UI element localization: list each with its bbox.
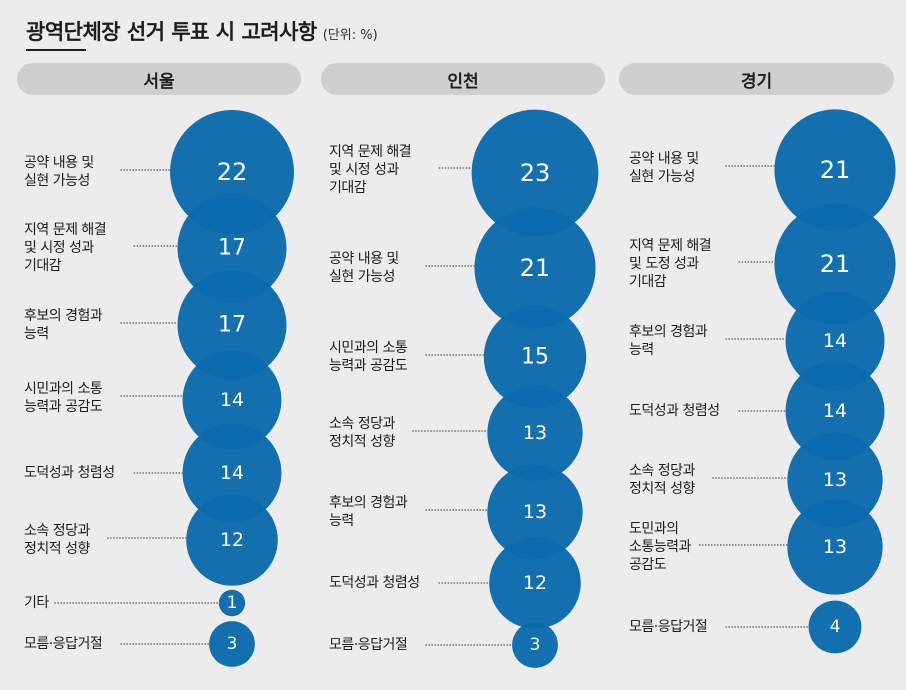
category-label: 지역 문제 해결 및 도정 성과 기대감 xyxy=(629,238,712,290)
bubble-value: 3 xyxy=(227,634,238,654)
category-label: 후보의 경험과 능력 xyxy=(629,324,708,358)
bubble-경기-1 xyxy=(774,203,896,325)
category-label: 시민과의 소통 능력과 공감도 xyxy=(329,340,408,374)
bubble-value: 1 xyxy=(227,593,238,613)
category-label: 도민과의 소통능력과 공감도 xyxy=(629,521,691,573)
bubble-value: 15 xyxy=(521,345,549,370)
bubble-value: 21 xyxy=(520,254,551,282)
category-label: 소속 정당과 정치적 성향 xyxy=(24,523,90,557)
chart-title-row: 광역단체장 선거 투표 시 고려사항 (단위: %) xyxy=(26,16,378,46)
bubble-value: 12 xyxy=(523,572,547,594)
category-label: 지역 문제 해결 및 시정 성과 기대감 xyxy=(329,144,412,196)
bubble-인천-3 xyxy=(487,385,583,481)
bubble-value: 12 xyxy=(220,529,244,551)
bubble-서울-0 xyxy=(170,110,294,234)
title-underline xyxy=(26,49,86,51)
bubble-경기-5 xyxy=(787,499,883,595)
chart-title: 광역단체장 선거 투표 시 고려사항 xyxy=(26,20,317,44)
bubble-경기-2 xyxy=(785,291,885,391)
bubble-서울-2 xyxy=(177,270,287,380)
category-label: 소속 정당과 정치적 성향 xyxy=(329,416,395,450)
bubble-value: 13 xyxy=(823,536,847,558)
category-label: 모름·응답거절 xyxy=(24,636,103,652)
bubble-value: 3 xyxy=(530,635,541,655)
category-label: 모름·응답거절 xyxy=(629,619,708,635)
category-label: 시민과의 소통 능력과 공감도 xyxy=(24,381,103,415)
bubble-경기-0 xyxy=(774,109,896,231)
bubble-인천-2 xyxy=(483,305,587,409)
bubble-인천-6 xyxy=(512,622,558,668)
bubble-value: 21 xyxy=(820,156,851,184)
category-label: 지역 문제 해결 및 시정 성과 기대감 xyxy=(24,222,107,274)
category-label: 공약 내용 및 실현 가능성 xyxy=(24,155,94,189)
bubble-value: 13 xyxy=(823,469,847,491)
bubble-경기-3 xyxy=(785,361,885,461)
category-label: 후보의 경험과 능력 xyxy=(329,495,408,529)
bubble-value: 23 xyxy=(520,159,551,187)
bubble-value: 13 xyxy=(523,422,547,444)
bubble-value: 4 xyxy=(830,617,841,637)
category-label: 기타 xyxy=(24,595,49,611)
bubble-서울-4 xyxy=(182,423,282,523)
bubble-value: 22 xyxy=(217,158,248,186)
bubble-서울-3 xyxy=(182,350,282,450)
bubble-경기-6 xyxy=(808,600,862,654)
category-label: 모름·응답거절 xyxy=(329,637,408,653)
chart-unit: (단위: %) xyxy=(322,28,378,43)
bubble-value: 14 xyxy=(823,330,847,352)
category-label: 후보의 경험과 능력 xyxy=(24,308,103,342)
category-label: 도덕성과 청렴성 xyxy=(629,403,720,419)
bubble-value: 14 xyxy=(220,462,244,484)
category-label: 도덕성과 청렴성 xyxy=(329,575,420,591)
bubble-value: 14 xyxy=(823,400,847,422)
category-label: 소속 정당과 정치적 성향 xyxy=(629,463,695,497)
bubble-인천-0 xyxy=(471,109,599,237)
bubble-서울-5 xyxy=(186,494,278,586)
bubble-서울-6 xyxy=(218,589,246,617)
bubble-value: 13 xyxy=(523,501,547,523)
bubble-인천-1 xyxy=(474,207,596,329)
bubble-서울-1 xyxy=(177,193,287,303)
bubble-value: 17 xyxy=(218,236,246,261)
category-label: 공약 내용 및 실현 가능성 xyxy=(629,151,699,185)
bubble-인천-5 xyxy=(489,537,581,629)
bubble-value: 21 xyxy=(820,250,851,278)
column-header-gyeonggi: 경기 xyxy=(619,63,894,95)
bubble-value: 17 xyxy=(218,313,246,338)
column-header-incheon: 인천 xyxy=(321,63,605,95)
column-header-seoul: 서울 xyxy=(17,63,301,95)
category-label: 공약 내용 및 실현 가능성 xyxy=(329,251,399,285)
bubble-value: 14 xyxy=(220,389,244,411)
bubble-경기-4 xyxy=(787,432,883,528)
bubble-인천-4 xyxy=(487,464,583,560)
category-label: 도덕성과 청렴성 xyxy=(24,465,115,481)
bubble-서울-7 xyxy=(209,621,255,667)
